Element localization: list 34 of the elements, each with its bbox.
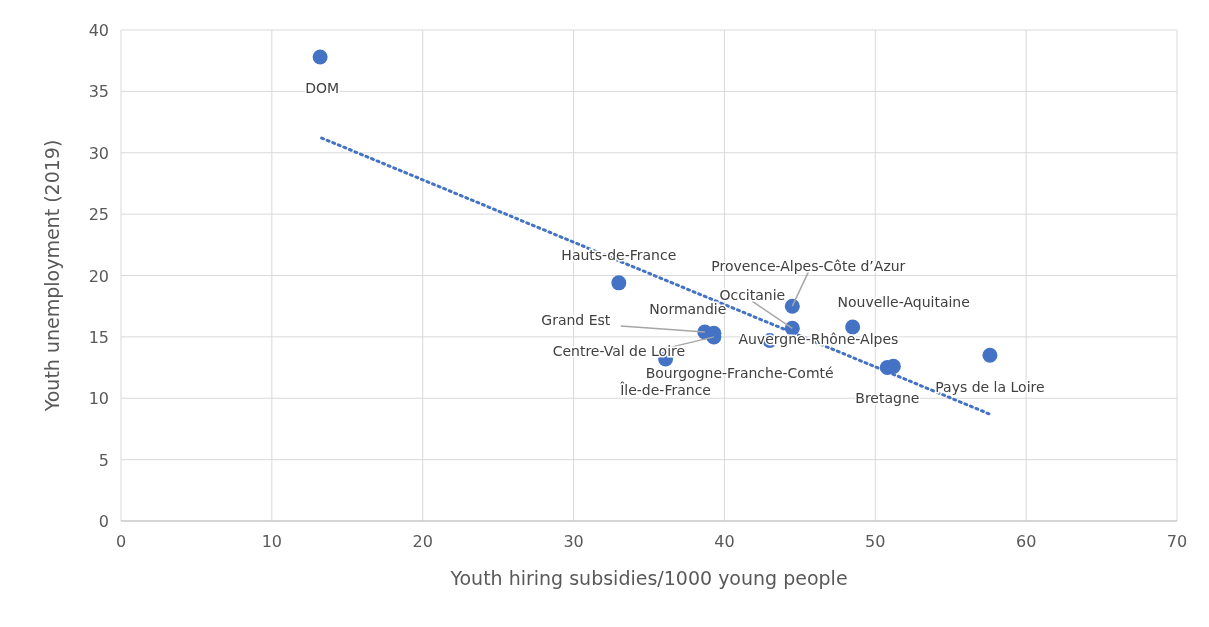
annotation: Pays de la Loire xyxy=(935,379,1045,396)
y-tick-label: 20 xyxy=(88,266,109,286)
point xyxy=(784,298,800,314)
x-tick-label: 30 xyxy=(563,532,584,551)
annotation: Bretagne xyxy=(855,389,920,406)
y-tick-label: 10 xyxy=(88,389,109,409)
x-tick-label: 40 xyxy=(714,532,735,551)
point xyxy=(312,49,328,65)
annotation: Grand Est xyxy=(541,311,611,328)
point xyxy=(611,275,627,291)
annotation: Île-de-France xyxy=(619,380,711,398)
point xyxy=(982,347,998,363)
y-tick-label: 5 xyxy=(98,450,109,470)
x-axis-title: Youth hiring subsidies/1000 young people xyxy=(449,567,848,589)
x-tick-label: 20 xyxy=(412,532,433,551)
x-tick-label: 60 xyxy=(1015,532,1037,551)
annotation: Normandie xyxy=(649,301,727,318)
y-tick-label: 0 xyxy=(98,512,109,531)
x-tick-label: 50 xyxy=(865,532,886,551)
y-tick-label: 35 xyxy=(88,82,109,102)
annotation: Provence-Alpes-Côte d’Azur xyxy=(711,258,906,275)
y-axis-title: Youth unemployment (2019) xyxy=(41,139,63,413)
annotation: Nouvelle-Aquitaine xyxy=(837,294,970,311)
y-tick-label: 40 xyxy=(88,21,109,40)
annotation: Centre-Val de Loire xyxy=(552,342,686,359)
y-tick-label: 30 xyxy=(88,143,109,163)
annotation: Occitanie xyxy=(719,287,786,304)
x-tick-label: 0 xyxy=(115,532,127,551)
x-tick-label: 70 xyxy=(1166,532,1188,551)
y-tick-label: 15 xyxy=(88,327,109,347)
annotation: Bourgogne-Franche-Comté xyxy=(645,364,834,381)
annotation: DOM xyxy=(305,80,340,96)
y-tick-label: 25 xyxy=(88,205,109,225)
x-tick-label: 10 xyxy=(261,532,283,551)
